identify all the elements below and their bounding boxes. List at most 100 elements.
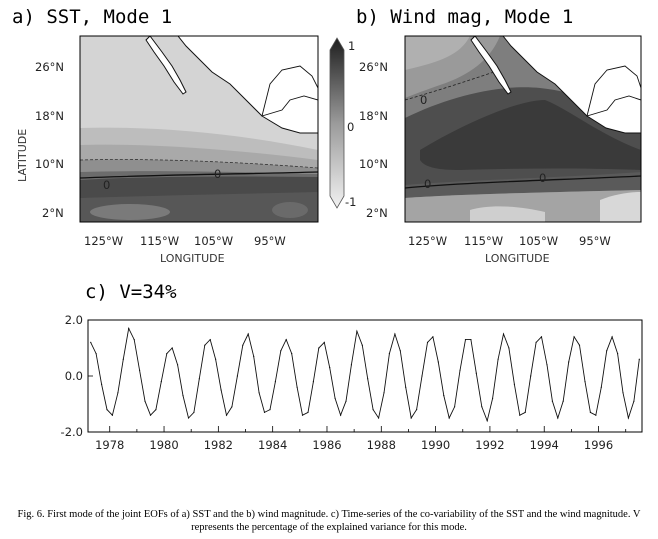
panel-b-lat-tick: 10°N: [359, 157, 388, 171]
panel-a-xlabel: LONGITUDE: [160, 252, 225, 265]
panel-b-lon-tick: 95°W: [579, 234, 611, 248]
x-tick-label: 1992: [475, 438, 504, 452]
colorbar: 1 0 -1: [329, 37, 356, 209]
data-point: [557, 417, 559, 419]
data-point: [486, 420, 488, 422]
x-tick-label: 1988: [367, 438, 396, 452]
data-point: [128, 327, 130, 329]
data-point: [492, 397, 494, 399]
data-point: [95, 353, 97, 355]
panel-b-contour-label: 0: [539, 171, 546, 185]
data-point: [117, 392, 119, 394]
timeseries-xticks: 1978 1980 1982 1984 1986 1988 1990 1992 1994 1996: [95, 426, 627, 452]
data-point: [513, 383, 516, 385]
y-tick-label: -2.0: [61, 425, 83, 439]
data-point: [193, 411, 195, 413]
panel-b-contour-label: 0: [420, 93, 427, 107]
data-point: [263, 411, 266, 413]
data-point: [367, 378, 369, 380]
panel-a-title: a) SST, Mode 1: [12, 6, 172, 28]
panel-a-frame: [79, 35, 319, 223]
data-point: [378, 417, 380, 419]
data-point: [166, 353, 168, 355]
data-point: [204, 344, 206, 346]
figure: a) SST, Mode 1 0 0 26°N 18°N 10°N 2°N LA…: [12, 6, 643, 452]
data-point: [568, 361, 570, 363]
data-point: [111, 414, 113, 416]
data-point: [350, 364, 352, 366]
data-point: [269, 409, 271, 411]
data-point: [416, 409, 418, 411]
data-point: [171, 347, 173, 349]
panel-a-map: [80, 36, 318, 222]
data-point: [215, 358, 217, 360]
panel-b-lat-tick: 2°N: [366, 206, 388, 220]
data-point: [426, 341, 429, 343]
chart-title: c) V=34%: [85, 281, 177, 303]
data-point: [497, 358, 499, 360]
data-point: [356, 330, 358, 332]
panel-b-contour-label: 0: [424, 177, 431, 191]
data-point: [198, 378, 200, 380]
data-point: [139, 369, 141, 371]
data-point: [519, 414, 521, 416]
data-point: [144, 400, 146, 402]
panel-a-lon-tick: 115°W: [140, 234, 179, 248]
panel-a-ylabel: LATITUDE: [16, 129, 29, 182]
data-point: [106, 409, 108, 411]
data-point: [280, 350, 282, 352]
data-point: [437, 361, 439, 363]
timeseries-yticks: 2.0 0.0 -2.0: [61, 313, 83, 439]
panel-b-lon-tick: 105°W: [519, 234, 558, 248]
panel-a-lon-tick: 125°W: [84, 234, 123, 248]
data-point: [388, 353, 390, 355]
data-point: [101, 383, 103, 385]
colorbar-max-label: 1: [348, 39, 355, 53]
data-point: [633, 400, 635, 402]
data-point: [394, 333, 396, 335]
data-point: [155, 409, 157, 411]
figure-caption: Fig. 6. First mode of the joint EOFs of …: [17, 509, 641, 533]
panel-b-lat-tick: 18°N: [359, 109, 388, 123]
x-tick-label: 1996: [584, 438, 613, 452]
data-point: [508, 347, 510, 349]
data-point: [329, 367, 331, 369]
timeseries-points: [90, 327, 640, 422]
timeseries-line: [90, 326, 640, 423]
data-point: [372, 409, 374, 411]
data-point: [301, 414, 304, 416]
panel-a-lat-tick: 18°N: [35, 109, 64, 123]
panel-b-map: [405, 36, 641, 222]
data-point: [187, 417, 190, 419]
panel-b-lat-tick: 26°N: [359, 60, 388, 74]
data-point: [231, 406, 233, 408]
data-point: [122, 358, 124, 360]
data-point: [220, 389, 222, 391]
y-tick-label: 2.0: [65, 313, 83, 327]
data-point: [502, 333, 505, 335]
y-tick-label: 0.0: [65, 369, 83, 383]
data-point: [573, 336, 575, 338]
data-point: [274, 381, 276, 383]
panel-a-lat-tick: 2°N: [42, 206, 64, 220]
data-point: [258, 392, 260, 394]
data-point: [410, 417, 412, 419]
x-tick-label: 1990: [421, 438, 450, 452]
data-point: [149, 414, 152, 416]
data-point: [448, 417, 450, 419]
data-point: [454, 406, 456, 408]
data-point: [334, 397, 336, 399]
data-point: [296, 386, 298, 388]
data-point: [535, 341, 537, 343]
panel-a-lon-tick: 105°W: [194, 234, 233, 248]
data-point: [247, 333, 249, 335]
data-point: [481, 406, 483, 408]
data-point: [475, 372, 477, 374]
data-point: [595, 414, 597, 416]
data-point: [530, 375, 532, 377]
data-point: [177, 364, 179, 366]
data-point: [225, 414, 228, 416]
panel-b-title: b) Wind mag, Mode 1: [356, 6, 573, 28]
x-tick-label: 1984: [258, 438, 287, 452]
data-point: [589, 411, 592, 413]
